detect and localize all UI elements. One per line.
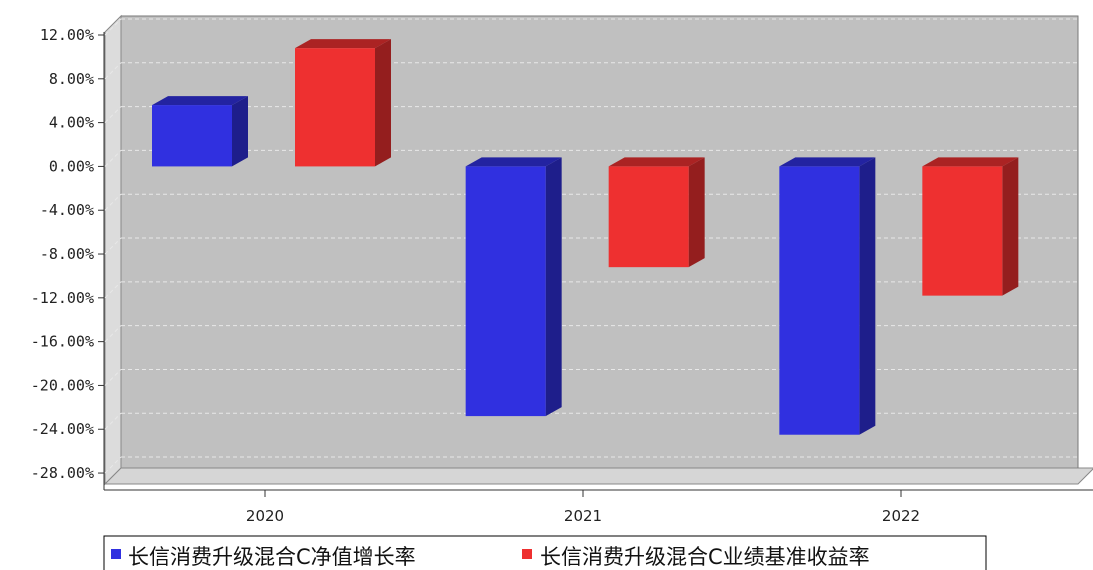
bar-2022-series-1 [779,157,876,435]
bar-side [1002,157,1019,296]
legend-swatch-series-2 [522,549,532,559]
y-tick-label: -8.00% [40,245,94,263]
plot-floor [103,467,1093,485]
bar-top [152,96,248,106]
legend: 长信消费升级混合C净值增长率 长信消费升级混合C业绩基准收益率 [103,535,987,570]
bar-top [779,157,876,167]
y-tick-label: 0.00% [49,157,94,175]
y-tick-label: 8.00% [49,70,94,88]
gridlines [104,18,1078,474]
bar-2021-series-1 [465,157,562,417]
x-tick-label-2021: 2021 [564,507,602,525]
plot-wall [103,14,1093,486]
y-tick-label: -28.00% [31,464,94,482]
bar-front [779,166,860,435]
x-axis: 2020 2021 2022 [104,489,1093,525]
bar-top [608,157,705,167]
y-tick-label: 12.00% [40,26,94,44]
plot-side-wall [104,14,122,486]
legend-swatch-series-1 [111,549,121,559]
bar-top [465,157,562,167]
bar-side [375,39,391,167]
bar-top [295,39,391,49]
bar-2020-series-2 [295,39,391,167]
bar-side [545,157,562,417]
bar-side [859,157,876,435]
x-tick-label-2020: 2020 [246,507,284,525]
bar-front [465,166,546,417]
bar-front [608,166,689,268]
legend-label-series-1: 长信消费升级混合C净值增长率 [128,545,416,569]
y-tick-label: -16.00% [31,333,94,351]
bar-top [922,157,1019,167]
y-tick-label: -24.00% [31,420,94,438]
bar-front [295,48,375,167]
legend-label-series-2: 长信消费升级混合C业绩基准收益率 [540,545,870,569]
bar-front [152,105,232,167]
y-tick-label: -12.00% [31,289,94,307]
legend-box [103,535,987,570]
y-tick-label: 4.00% [49,114,94,132]
y-axis: 12.00% 8.00% 4.00% 0.00% -4.00% -8.00% -12.00%… [31,26,105,490]
plot-back-wall [121,16,1078,470]
y-tick-label: -20.00% [31,376,94,394]
x-tick-label-2022: 2022 [882,507,920,525]
bar-front [922,166,1003,296]
bar-2021-series-2 [608,157,705,268]
bar-side [688,157,705,268]
bars [152,39,1019,435]
bar-side [232,96,248,167]
bar-2020-series-1 [152,96,248,167]
y-tick-label: -4.00% [40,201,94,219]
bar-2022-series-2 [922,157,1019,296]
